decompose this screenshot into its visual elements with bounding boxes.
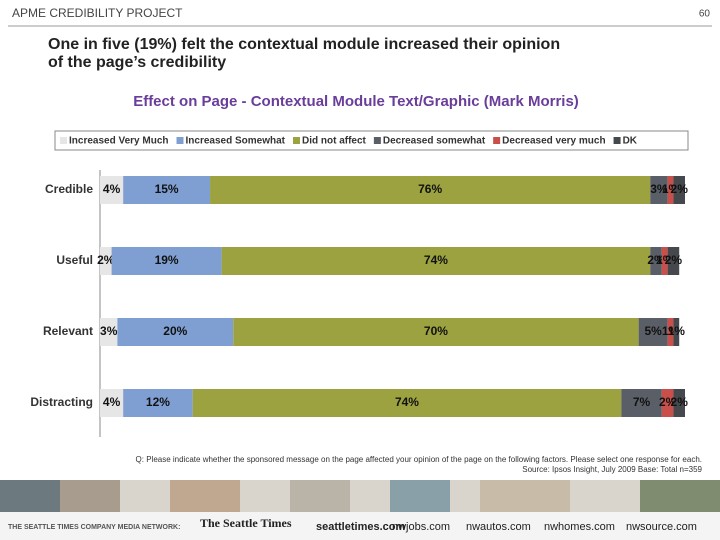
legend-label: Increased Somewhat — [186, 136, 286, 147]
value-label: 3% — [650, 182, 668, 196]
photo — [0, 480, 60, 512]
logo: nwhomes.com — [544, 521, 615, 533]
legend-swatch — [60, 137, 67, 144]
value-label: 2% — [97, 253, 115, 267]
bar-segment — [661, 247, 668, 275]
bar-segment — [673, 318, 680, 346]
bar-segment — [210, 176, 651, 204]
bar-segment — [667, 247, 680, 275]
value-label: 70% — [424, 324, 448, 338]
logo: nwautos.com — [466, 521, 531, 533]
photo — [60, 480, 120, 512]
bar-segment — [667, 176, 674, 204]
photo — [170, 480, 240, 512]
page-number: 60 — [699, 9, 711, 20]
bar-segment — [233, 318, 639, 346]
headline: One in five (19%) felt the contextual mo… — [48, 36, 560, 53]
bar-segment — [100, 389, 124, 417]
legend-label: DK — [623, 136, 638, 147]
bar-segment — [638, 318, 668, 346]
legend-label: Decreased somewhat — [383, 136, 486, 147]
photo — [290, 480, 350, 512]
logo: nwjobs.com — [392, 521, 450, 533]
chart-title: Effect on Page - Contextual Module Text/… — [133, 93, 579, 110]
footnote: Q: Please indicate whether the sponsored… — [136, 455, 702, 464]
network-label: THE SEATTLE TIMES COMPANY MEDIA NETWORK: — [8, 524, 180, 531]
bar-segment — [673, 176, 685, 204]
bar-segment — [100, 318, 118, 346]
value-label: 3% — [100, 324, 118, 338]
value-label: 4% — [103, 395, 121, 409]
logo: seattletimes.com — [316, 521, 405, 533]
value-label: 74% — [395, 395, 419, 409]
legend-label: Increased Very Much — [69, 136, 169, 147]
value-label: 1% — [668, 324, 686, 338]
category-label: Credible — [45, 182, 93, 196]
value-label: 2% — [665, 253, 683, 267]
bar-segment — [100, 247, 112, 275]
bar-segment — [123, 176, 211, 204]
bar-segment — [650, 176, 668, 204]
bar-segment — [221, 247, 651, 275]
project-header: APME CREDIBILITY PROJECT — [12, 6, 183, 20]
bar-segment — [661, 389, 674, 417]
legend-label: Decreased very much — [502, 136, 605, 147]
value-label: 7% — [633, 395, 651, 409]
value-label: 2% — [647, 253, 665, 267]
value-label: 19% — [155, 253, 179, 267]
value-label: 2% — [659, 395, 677, 409]
photo — [390, 480, 450, 512]
bar-segment — [100, 176, 124, 204]
footer-band — [0, 512, 720, 540]
bar-segment — [111, 247, 222, 275]
bar-segment — [192, 389, 622, 417]
value-label: 76% — [418, 182, 442, 196]
legend-swatch — [373, 137, 381, 144]
legend-swatch — [176, 137, 184, 144]
bar-segment — [117, 318, 234, 346]
value-label: 20% — [163, 324, 187, 338]
legend-swatch — [292, 137, 300, 144]
value-label: 2% — [671, 395, 689, 409]
legend-box — [54, 130, 689, 151]
legend-label: Did not affect — [302, 136, 367, 147]
bar-segment — [667, 318, 674, 346]
category-label: Relevant — [43, 324, 93, 338]
value-label: 12% — [146, 395, 170, 409]
footnote: Source: Ipsos Insight, July 2009 Base: T… — [522, 465, 702, 474]
category-label: Useful — [56, 253, 93, 267]
logo: nwsource.com — [626, 521, 697, 533]
bar-segment — [650, 247, 662, 275]
value-label: 74% — [424, 253, 448, 267]
value-label: 5% — [644, 324, 662, 338]
photo — [480, 480, 570, 512]
category-label: Distracting — [30, 395, 93, 409]
value-label: 4% — [103, 182, 121, 196]
photo-strip — [0, 480, 720, 512]
value-label: 15% — [155, 182, 179, 196]
legend-swatch — [493, 137, 501, 144]
legend-swatch — [613, 137, 621, 144]
bar-segment — [673, 389, 685, 417]
bar-segment — [123, 389, 193, 417]
bar-segment — [621, 389, 662, 417]
photo — [640, 480, 720, 512]
value-label: 2% — [671, 182, 689, 196]
headline: of the page’s credibility — [48, 54, 226, 71]
logo: The Seattle Times — [200, 516, 292, 530]
